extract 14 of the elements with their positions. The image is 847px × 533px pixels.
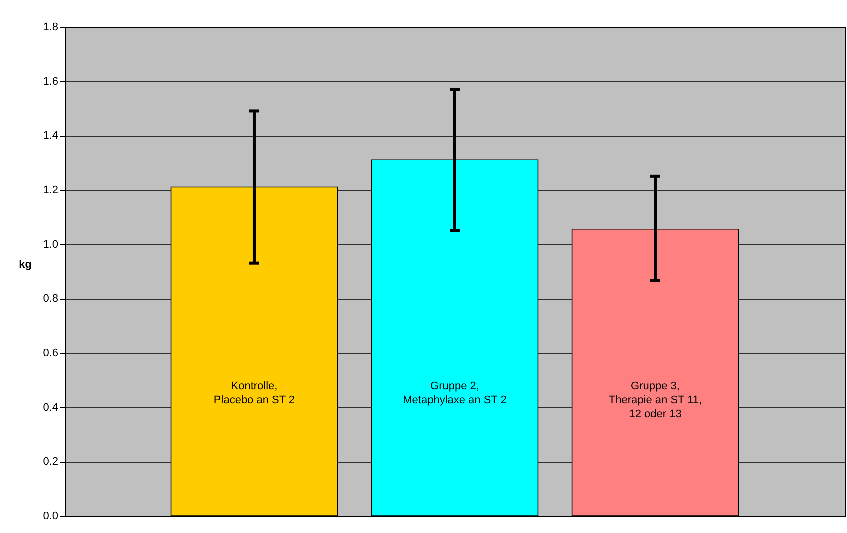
y-tick-label: 0.2: [43, 456, 58, 468]
y-tick-label: 0.6: [43, 348, 58, 360]
x-tick-label: Gruppe 3, Therapie an ST 11, 12 oder 13: [608, 380, 702, 420]
y-tick-label: 1.6: [43, 76, 58, 88]
y-tick-label: 1.4: [43, 130, 58, 142]
y-tick-label: 1.2: [43, 184, 58, 196]
y-tick-label: 1.8: [43, 22, 58, 34]
y-tick-label: 0.8: [43, 293, 58, 306]
y-tick-label: 0.0: [43, 510, 58, 522]
y-axis-title: kg: [19, 259, 32, 271]
x-tick-label: Kontrolle, Placebo an ST 2: [214, 380, 296, 406]
y-tick-label: 0.4: [43, 402, 58, 414]
x-tick-label: Gruppe 2, Metaphylaxe an ST 2: [403, 380, 507, 406]
y-tick-label: 1.0: [43, 238, 58, 251]
